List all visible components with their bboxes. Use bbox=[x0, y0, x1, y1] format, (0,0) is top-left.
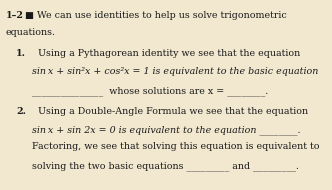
Text: 2.: 2. bbox=[16, 107, 26, 116]
Text: sin x + sin 2x = 0 is equivalent to the equation ________.: sin x + sin 2x = 0 is equivalent to the … bbox=[32, 125, 300, 135]
Text: Using a Pythagorean identity we see that the equation: Using a Pythagorean identity we see that… bbox=[32, 49, 300, 58]
Text: 1.: 1. bbox=[16, 49, 26, 58]
Text: _______________  whose solutions are x = ________.: _______________ whose solutions are x = … bbox=[32, 86, 268, 96]
Text: Using a Double-Angle Formula we see that the equation: Using a Double-Angle Formula we see that… bbox=[32, 107, 308, 116]
Text: sin x + sin²x + cos²x = 1 is equivalent to the basic equation: sin x + sin²x + cos²x = 1 is equivalent … bbox=[32, 67, 318, 76]
Text: ■ We can use identities to help us solve trigonometric: ■ We can use identities to help us solve… bbox=[22, 11, 286, 20]
Text: equations.: equations. bbox=[6, 28, 56, 36]
Text: 1–2: 1–2 bbox=[6, 11, 24, 20]
Text: solving the two basic equations _________ and _________.: solving the two basic equations ________… bbox=[32, 161, 298, 171]
Text: Factoring, we see that solving this equation is equivalent to: Factoring, we see that solving this equa… bbox=[32, 142, 319, 151]
